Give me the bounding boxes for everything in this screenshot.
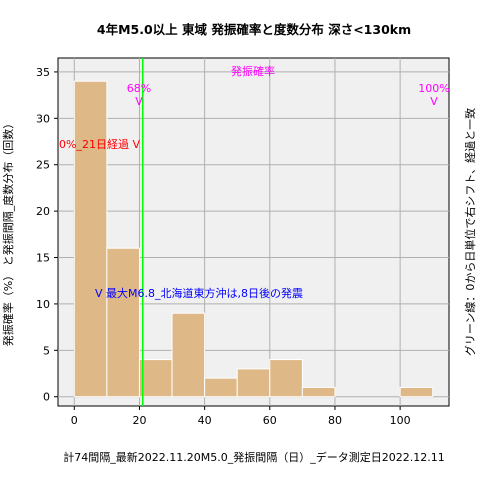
- max-event-label: V 最大M6.8_北海道東方沖は,8日後の発震: [95, 286, 303, 300]
- x-tick-label: 80: [328, 414, 342, 427]
- probability-100-label: 100%: [418, 82, 449, 95]
- y-tick-label: 0: [43, 391, 50, 404]
- x-tick-label: 40: [198, 414, 212, 427]
- histogram-bar: [236, 368, 271, 398]
- x-tick-label: 20: [132, 414, 146, 427]
- y-tick-label: 15: [36, 252, 50, 265]
- y-tick-label: 20: [36, 205, 50, 218]
- probability-68-label: 68%: [127, 82, 151, 95]
- elapsed-days-label: 0%_21日経過 V: [59, 138, 140, 151]
- y-axis-label: 発振確率（%） と発振間隔_度数分布（回数）: [1, 118, 15, 346]
- x-axis-ticks: 0 20 40 60 80 100: [71, 406, 411, 427]
- histogram-bar: [171, 312, 206, 398]
- histogram-bar: [269, 359, 303, 398]
- x-axis-label: 計74間隔_最新2022.11.20M5.0_発振間隔（日）_データ測定日202…: [63, 450, 444, 464]
- histogram-bar: [204, 377, 238, 398]
- x-tick-label: 60: [263, 414, 277, 427]
- histogram-bar: [138, 359, 173, 398]
- chart-title: 4年M5.0以上 東域 発振確率と度数分布 深さ<130km: [97, 22, 411, 37]
- probability-68-marker: V: [135, 95, 143, 108]
- y-axis-ticks: 0 5 10 15 20 25 30 35: [36, 66, 58, 404]
- probability-label: 発振確率: [231, 64, 275, 78]
- y-tick-label: 10: [36, 298, 50, 311]
- histogram-bar: [399, 386, 434, 398]
- histogram-bar: [106, 247, 140, 398]
- x-tick-label: 0: [71, 414, 78, 427]
- y-tick-label: 5: [43, 344, 50, 357]
- x-tick-label: 100: [390, 414, 411, 427]
- histogram-bars: [73, 80, 434, 398]
- y-tick-label: 35: [36, 66, 50, 79]
- y-tick-label: 30: [36, 112, 50, 125]
- y-tick-label: 25: [36, 159, 50, 172]
- probability-100-marker: V: [430, 95, 438, 108]
- histogram-bar: [73, 80, 108, 398]
- right-axis-label: グリーン線：0から日単位で右シフト、経過と一致: [463, 108, 477, 356]
- histogram-bar: [301, 386, 336, 398]
